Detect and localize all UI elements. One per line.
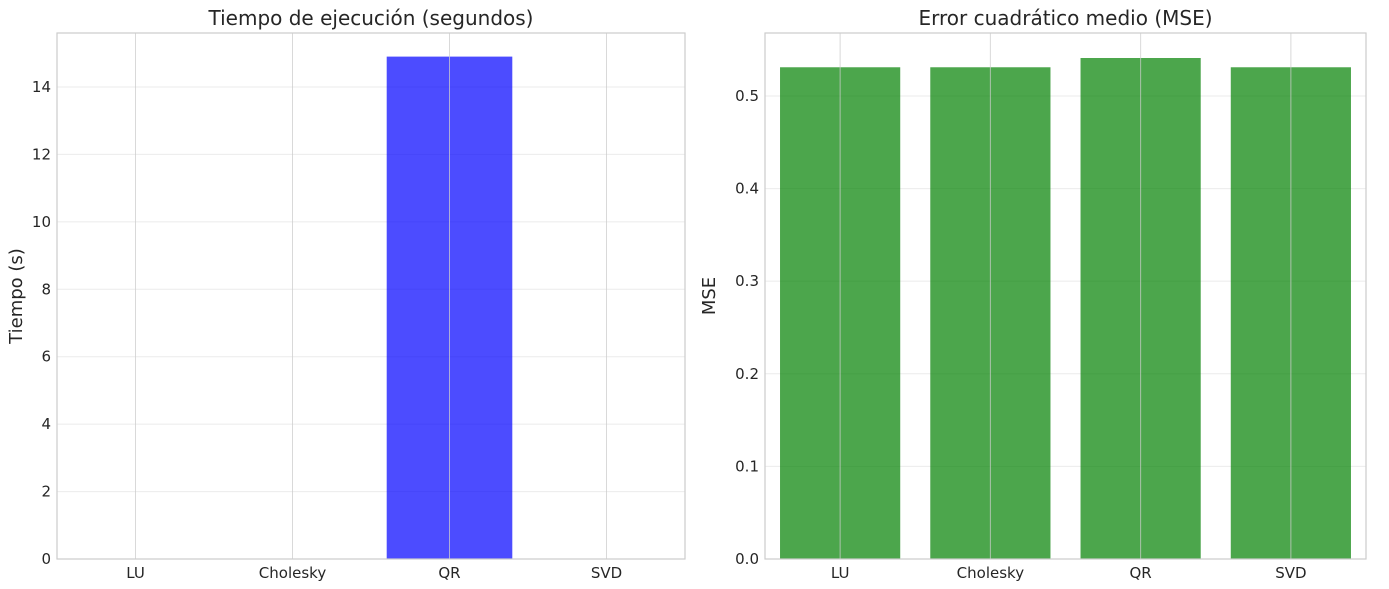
mse-ytick-label: 0.5: [735, 87, 759, 105]
time-y-axis-label: Tiempo (s): [6, 248, 27, 345]
time-ytick-label: 14: [32, 78, 51, 96]
chart-execution-time: 0 2 4 6 8 10 12 14 LU Cholesky QR SVD Tiempo de ejec…: [6, 6, 686, 582]
mse-xtick-label: QR: [1130, 564, 1152, 582]
mse-plot-frame: [764, 32, 1367, 560]
mse-y-axis-label: MSE: [699, 277, 720, 315]
mse-ytick-label: 0.4: [735, 180, 759, 198]
time-ytick-label: 4: [41, 415, 51, 433]
time-chart-title: Tiempo de ejecución (segundos): [208, 6, 534, 30]
time-ytick-label: 12: [32, 145, 51, 163]
time-plot-frame: [56, 32, 686, 560]
time-ytick-label: 6: [41, 348, 51, 366]
time-ytick-label: 10: [32, 213, 51, 231]
time-xtick-label: Cholesky: [259, 564, 327, 582]
chart-mse: 0.0 0.1 0.2 0.3 0.4 0.5 LU Cholesky QR SVD Error c…: [699, 6, 1367, 582]
time-xtick-label: LU: [126, 564, 145, 582]
time-ytick-label: 8: [41, 280, 51, 298]
mse-chart-title: Error cuadrático medio (MSE): [918, 6, 1212, 30]
time-xtick-label: SVD: [591, 564, 622, 582]
mse-ytick-label: 0.2: [735, 365, 759, 383]
mse-xtick-label: SVD: [1275, 564, 1306, 582]
mse-ytick-label: 0.0: [735, 550, 759, 568]
mse-ytick-label: 0.3: [735, 272, 759, 290]
mse-xtick-label: LU: [831, 564, 850, 582]
mse-xtick-label: Cholesky: [957, 564, 1025, 582]
time-ytick-label: 0: [41, 550, 51, 568]
time-xtick-label: QR: [438, 564, 460, 582]
mse-ytick-label: 0.1: [735, 457, 759, 475]
time-ytick-label: 2: [41, 483, 51, 501]
